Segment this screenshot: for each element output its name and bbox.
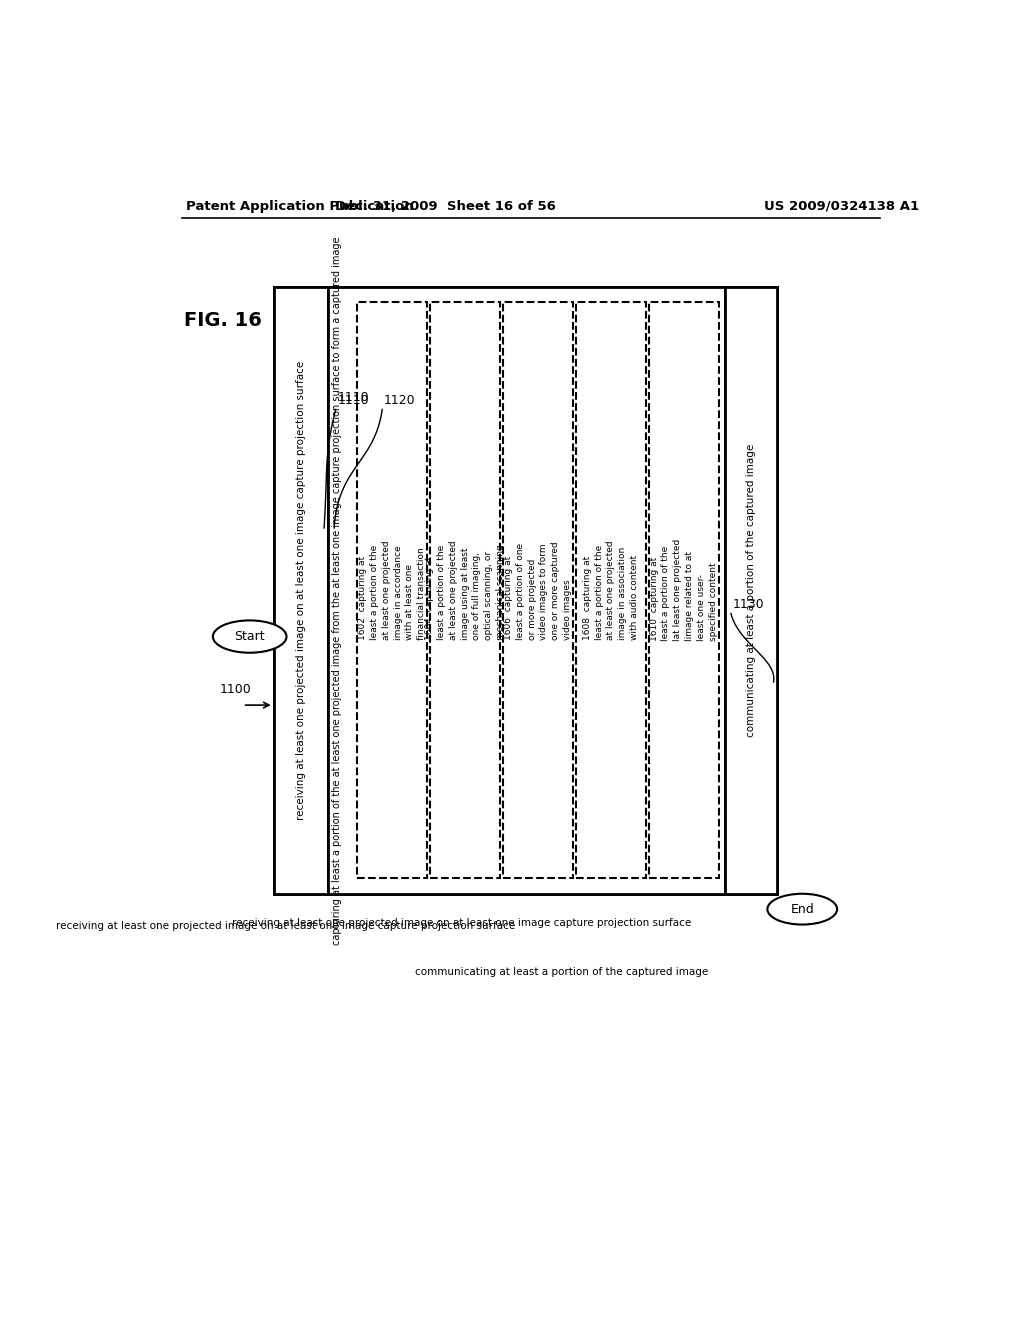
Bar (273, 286, 777, 894)
Bar (273, 286, 328, 894)
Text: capturing at least a portion of the at least one projected image from the at lea: capturing at least a portion of the at l… (332, 236, 342, 945)
Text: 1100: 1100 (219, 684, 251, 696)
Text: Patent Application Publication: Patent Application Publication (186, 199, 414, 213)
Text: 1602  capturing at
least a portion of the
at least one projected
image in accord: 1602 capturing at least a portion of the… (358, 541, 426, 640)
Bar (430, 302, 500, 878)
Text: communicating at least a portion of the captured image: communicating at least a portion of the … (416, 966, 709, 977)
Bar (328, 286, 725, 894)
Text: 1110: 1110 (337, 395, 369, 408)
Text: Dec. 31, 2009  Sheet 16 of 56: Dec. 31, 2009 Sheet 16 of 56 (335, 199, 556, 213)
Text: 1130: 1130 (732, 598, 764, 611)
Text: 1604  capturing at
least a portion of the
at least one projected
image using at : 1604 capturing at least a portion of the… (425, 541, 505, 640)
Bar (357, 302, 427, 878)
Text: End: End (791, 903, 814, 916)
Text: Start: Start (234, 630, 265, 643)
Bar (649, 302, 719, 878)
Text: 1110: 1110 (337, 391, 369, 404)
Bar (503, 302, 572, 878)
Ellipse shape (767, 894, 838, 924)
Text: 1608  capturing at
least a portion of the
at least one projected
image in associ: 1608 capturing at least a portion of the… (583, 541, 639, 640)
Text: US 2009/0324138 A1: US 2009/0324138 A1 (764, 199, 919, 213)
Text: receiving at least one projected image on at least one image capture projection : receiving at least one projected image o… (231, 919, 691, 928)
Text: 1606  capturing at
least a portion of one
or more projected
video images to form: 1606 capturing at least a portion of one… (504, 541, 572, 640)
Text: receiving at least one projected image on at least one image capture projection : receiving at least one projected image o… (55, 921, 515, 931)
Text: receiving at least one projected image on at least one image capture projection : receiving at least one projected image o… (296, 360, 306, 820)
Text: communicating at least a portion of the captured image: communicating at least a portion of the … (746, 444, 756, 737)
Text: 1120: 1120 (384, 395, 416, 408)
Ellipse shape (213, 620, 287, 653)
Bar (575, 302, 646, 878)
Text: 1610  capturing at
least a portion of the
lat least one projected
limage related: 1610 capturing at least a portion of the… (649, 540, 718, 642)
Text: FIG. 16: FIG. 16 (183, 310, 261, 330)
Bar (725, 286, 777, 894)
